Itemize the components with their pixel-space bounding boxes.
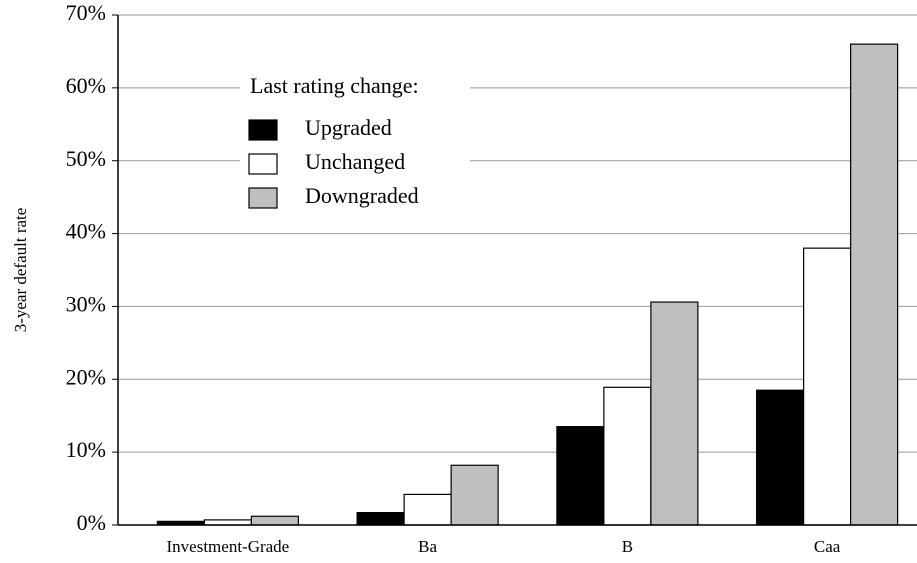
y-tick-label: 50% (66, 146, 106, 171)
y-axis-label: 3-year default rate (11, 208, 30, 333)
bar (603, 386, 652, 526)
bar (203, 519, 252, 526)
bar (250, 515, 299, 526)
y-tick-label: 20% (66, 364, 106, 389)
legend-swatch (248, 119, 278, 141)
legend-swatch (248, 187, 278, 209)
bar (803, 247, 852, 526)
bar (556, 426, 605, 526)
y-tick-label: 40% (66, 219, 106, 244)
bar (450, 464, 499, 526)
legend-swatch (248, 153, 278, 175)
legend-title: Last rating change: (250, 73, 419, 98)
bar (650, 301, 699, 526)
x-tick-label: Caa (814, 537, 841, 556)
y-tick-label: 60% (66, 73, 106, 98)
legend-label: Unchanged (305, 149, 405, 174)
legend-label: Upgraded (305, 115, 392, 140)
y-tick-label: 0% (77, 510, 106, 535)
bar (850, 43, 899, 526)
x-tick-label: Ba (418, 537, 437, 556)
bar (756, 389, 805, 526)
bar (403, 493, 452, 526)
legend-background (240, 68, 470, 218)
x-tick-label: B (622, 537, 633, 556)
x-tick-label: Investment-Grade (167, 537, 290, 556)
y-tick-label: 10% (66, 437, 106, 462)
y-tick-label: 30% (66, 291, 106, 316)
bar (356, 512, 405, 526)
legend-label: Downgraded (305, 183, 419, 208)
y-tick-label: 70% (66, 0, 106, 25)
